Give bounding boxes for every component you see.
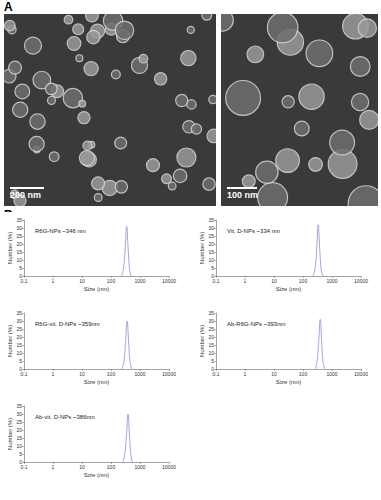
svg-text:35: 35 (16, 403, 22, 409)
html-text:B: B (4, 208, 13, 222)
svg-text:25: 25 (16, 326, 22, 332)
svg-text:10: 10 (16, 350, 22, 356)
svg-text:20: 20 (16, 427, 22, 433)
svg-text:1: 1 (52, 278, 55, 284)
svg-text:15: 15 (16, 249, 22, 255)
svg-text:1: 1 (52, 371, 55, 377)
svg-text:5: 5 (19, 265, 22, 271)
svg-text:10: 10 (79, 371, 85, 377)
svg-text:15: 15 (16, 342, 22, 348)
svg-text:Size (nm): Size (nm) (84, 379, 110, 385)
svg-text:30: 30 (16, 411, 22, 417)
svg-text:0.1: 0.1 (21, 278, 28, 284)
svg-text:10000: 10000 (354, 371, 368, 377)
svg-text:5: 5 (211, 358, 214, 364)
svg-text:30: 30 (16, 225, 22, 231)
svg-text:1000: 1000 (134, 371, 145, 377)
svg-text:30: 30 (208, 318, 214, 324)
svg-text:35: 35 (208, 310, 214, 316)
svg-text:25: 25 (208, 326, 214, 332)
svg-text:Number (%): Number (%) (7, 325, 13, 357)
svg-text:10000: 10000 (162, 278, 176, 284)
svg-text:Number (%): Number (%) (7, 418, 13, 450)
svg-text:0.1: 0.1 (213, 278, 220, 284)
svg-text:15: 15 (16, 435, 22, 441)
html-text:200 nm: 200 nm (10, 190, 41, 200)
svg-text:10: 10 (208, 350, 214, 356)
svg-text:1: 1 (244, 278, 247, 284)
svg-text:0: 0 (19, 366, 22, 372)
svg-text:0: 0 (19, 273, 22, 279)
svg-text:1000: 1000 (134, 464, 145, 470)
svg-text:10: 10 (79, 464, 85, 470)
svg-text:20: 20 (208, 334, 214, 340)
svg-text:100: 100 (299, 278, 308, 284)
svg-text:20: 20 (16, 241, 22, 247)
svg-text:35: 35 (208, 217, 214, 223)
svg-text:Size (nm): Size (nm) (84, 286, 110, 292)
svg-text:15: 15 (208, 249, 214, 255)
html-text:100 nm: 100 nm (227, 190, 258, 200)
svg-text:35: 35 (16, 217, 22, 223)
svg-text:1000: 1000 (326, 371, 337, 377)
svg-text:Number (%): Number (%) (199, 232, 205, 264)
svg-text:Ab-vit. D-NPs ~386nm: Ab-vit. D-NPs ~386nm (35, 414, 95, 420)
svg-text:35: 35 (16, 310, 22, 316)
svg-text:100: 100 (107, 371, 116, 377)
svg-text:25: 25 (16, 233, 22, 239)
svg-text:20: 20 (208, 241, 214, 247)
svg-text:5: 5 (19, 358, 22, 364)
svg-text:10: 10 (271, 278, 277, 284)
svg-text:0: 0 (19, 459, 22, 465)
svg-text:30: 30 (208, 225, 214, 231)
svg-text:25: 25 (16, 419, 22, 425)
svg-text:0: 0 (211, 366, 214, 372)
svg-text:0.1: 0.1 (213, 371, 220, 377)
svg-text:10: 10 (271, 371, 277, 377)
svg-text:10000: 10000 (162, 371, 176, 377)
svg-text:5: 5 (211, 265, 214, 271)
svg-text:0.1: 0.1 (21, 464, 28, 470)
svg-text:20: 20 (16, 334, 22, 340)
svg-text:0.1: 0.1 (21, 371, 28, 377)
svg-text:Size (nm): Size (nm) (84, 472, 110, 478)
html-text:A: A (4, 0, 13, 14)
svg-text:10: 10 (16, 443, 22, 449)
svg-text:Number (%): Number (%) (199, 325, 205, 357)
svg-text:Vit. D-NPs ~334 nm: Vit. D-NPs ~334 nm (227, 228, 280, 234)
svg-text:30: 30 (16, 318, 22, 324)
svg-text:5: 5 (19, 451, 22, 457)
svg-text:10: 10 (79, 278, 85, 284)
svg-text:100: 100 (107, 464, 116, 470)
svg-text:Size (nm): Size (nm) (276, 379, 302, 385)
svg-text:10000: 10000 (162, 464, 176, 470)
svg-text:10000: 10000 (354, 278, 368, 284)
svg-text:Size (nm): Size (nm) (276, 286, 302, 292)
svg-text:100: 100 (107, 278, 116, 284)
svg-text:100: 100 (299, 371, 308, 377)
svg-text:1000: 1000 (134, 278, 145, 284)
svg-text:R6G-NPs ~346 nm: R6G-NPs ~346 nm (35, 228, 86, 234)
svg-text:25: 25 (208, 233, 214, 239)
svg-text:15: 15 (208, 342, 214, 348)
svg-text:1: 1 (244, 371, 247, 377)
svg-text:1: 1 (52, 464, 55, 470)
svg-text:Ab-R6G-NPs ~393nm: Ab-R6G-NPs ~393nm (227, 321, 286, 327)
svg-text:R6G-vit. D-NPs ~359nm: R6G-vit. D-NPs ~359nm (35, 321, 100, 327)
svg-text:0: 0 (211, 273, 214, 279)
svg-text:10: 10 (16, 257, 22, 263)
svg-text:Number (%): Number (%) (7, 232, 13, 264)
svg-text:10: 10 (208, 257, 214, 263)
svg-text:1000: 1000 (326, 278, 337, 284)
